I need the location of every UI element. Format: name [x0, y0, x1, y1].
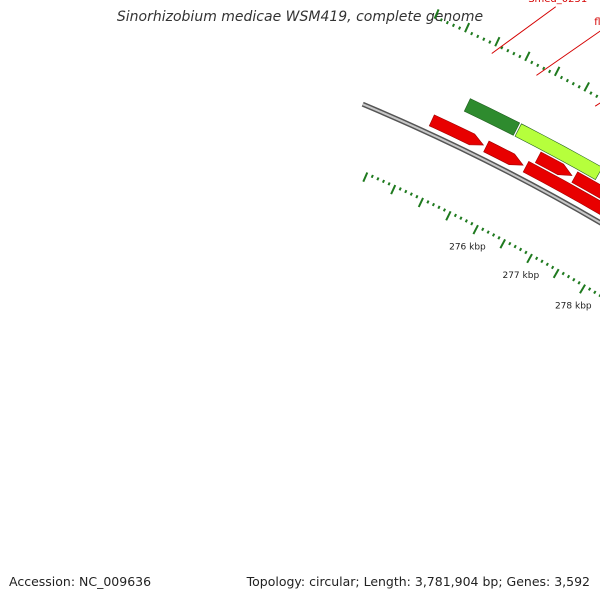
outer-tick	[548, 69, 552, 74]
inner-tick	[593, 290, 597, 295]
inner-tick	[362, 172, 369, 183]
inner-tick	[545, 262, 549, 267]
gene-block	[514, 123, 600, 180]
outer-tick	[512, 51, 516, 56]
outer-tick	[553, 66, 561, 77]
inner-tick	[552, 268, 560, 279]
inner-tick	[445, 210, 452, 221]
inner-tick	[459, 216, 463, 220]
inner-tick	[470, 221, 474, 226]
outer-tick	[500, 45, 504, 50]
map-title: Sinorhizobium medicae WSM419, complete g…	[116, 9, 484, 25]
outer-tick	[577, 85, 581, 89]
inner-tick	[526, 253, 533, 264]
gene-callouts: Smed_0251flgFfliISmed_0254flgBflgCfliEfl…	[491, 0, 600, 107]
kbp-tick-label: 278 kbp	[555, 301, 592, 311]
outer-tick-ring	[433, 9, 599, 99]
inner-tick	[370, 174, 374, 179]
outer-tick	[518, 54, 522, 59]
gene-callout-line	[594, 102, 600, 107]
outer-tick	[470, 31, 474, 36]
outer-tick	[583, 81, 590, 92]
inner-tick	[376, 177, 380, 181]
inner-tick	[499, 238, 506, 249]
gene-callout-line	[491, 6, 557, 54]
outer-tick	[494, 36, 501, 47]
outer-tick	[559, 75, 564, 80]
inner-tick	[453, 213, 458, 218]
backbone-inner-line	[362, 103, 600, 224]
cds-track-row1	[428, 114, 600, 215]
gene-callout-line	[536, 30, 600, 76]
inner-tick	[398, 187, 402, 191]
gene-label: Smed_0251	[528, 0, 587, 5]
inner-tick	[540, 259, 544, 264]
gene-block	[463, 98, 521, 136]
outer-tick	[506, 48, 510, 53]
outer-tick	[589, 91, 593, 95]
inner-tick	[431, 202, 436, 207]
cds-arrow	[428, 114, 485, 146]
inner-tick	[535, 256, 539, 261]
inner-tick	[437, 205, 441, 210]
inner-tick	[497, 236, 501, 240]
outer-tick	[433, 9, 440, 20]
cds-track-row2	[534, 151, 600, 199]
outer-tick	[476, 34, 480, 39]
genome-summary-text: Topology: circular; Length: 3,781,904 bp…	[246, 574, 590, 589]
outer-tick	[445, 20, 449, 25]
outer-tick	[439, 18, 443, 22]
inner-tick	[508, 241, 512, 246]
outer-tick	[488, 40, 492, 44]
gene-track	[463, 98, 600, 180]
inner-tick	[415, 194, 419, 199]
outer-tick	[482, 37, 486, 41]
inner-tick	[404, 189, 408, 194]
kbp-tick-label: 277 kbp	[502, 271, 539, 281]
inner-tick	[577, 281, 581, 285]
outer-tick	[536, 63, 540, 68]
inner-tick	[572, 277, 576, 282]
outer-tick	[571, 81, 575, 86]
inner-tick	[486, 230, 490, 234]
inner-tick	[390, 184, 397, 195]
inner-tick	[387, 182, 391, 186]
kbp-tick-label: 276 kbp	[449, 243, 486, 253]
outer-tick	[530, 60, 534, 65]
inner-tick	[409, 192, 413, 196]
inner-tick	[587, 287, 592, 291]
outer-tick	[542, 66, 546, 71]
inner-tick	[481, 227, 485, 232]
inner-tick	[551, 265, 555, 270]
genome-backbone	[361, 101, 600, 226]
inner-tick	[417, 197, 424, 208]
inner-tick	[566, 274, 571, 279]
cds-arrow	[534, 151, 573, 176]
cds-arrow	[522, 160, 600, 215]
inner-tick	[472, 224, 479, 235]
outer-tick	[464, 22, 471, 33]
outer-tick	[458, 26, 462, 30]
outer-tick	[565, 78, 569, 83]
accession-text: Accession: NC_009636	[9, 574, 152, 589]
inner-tick	[561, 271, 565, 276]
inner-tick	[524, 250, 528, 255]
inner-tick	[579, 284, 586, 294]
inner-tick	[381, 179, 386, 184]
inner-tick	[491, 233, 496, 237]
cds-arrow	[571, 171, 600, 199]
outer-tick	[451, 23, 456, 28]
inner-tick	[464, 219, 468, 223]
outer-tick	[595, 94, 599, 99]
outer-tick	[524, 51, 531, 62]
inner-tick	[518, 247, 523, 252]
inner-tick	[426, 200, 430, 204]
inner-tick	[442, 208, 447, 212]
inner-tick	[513, 244, 517, 249]
gene-label: flgF	[594, 17, 600, 28]
cds-arrow	[483, 140, 524, 166]
